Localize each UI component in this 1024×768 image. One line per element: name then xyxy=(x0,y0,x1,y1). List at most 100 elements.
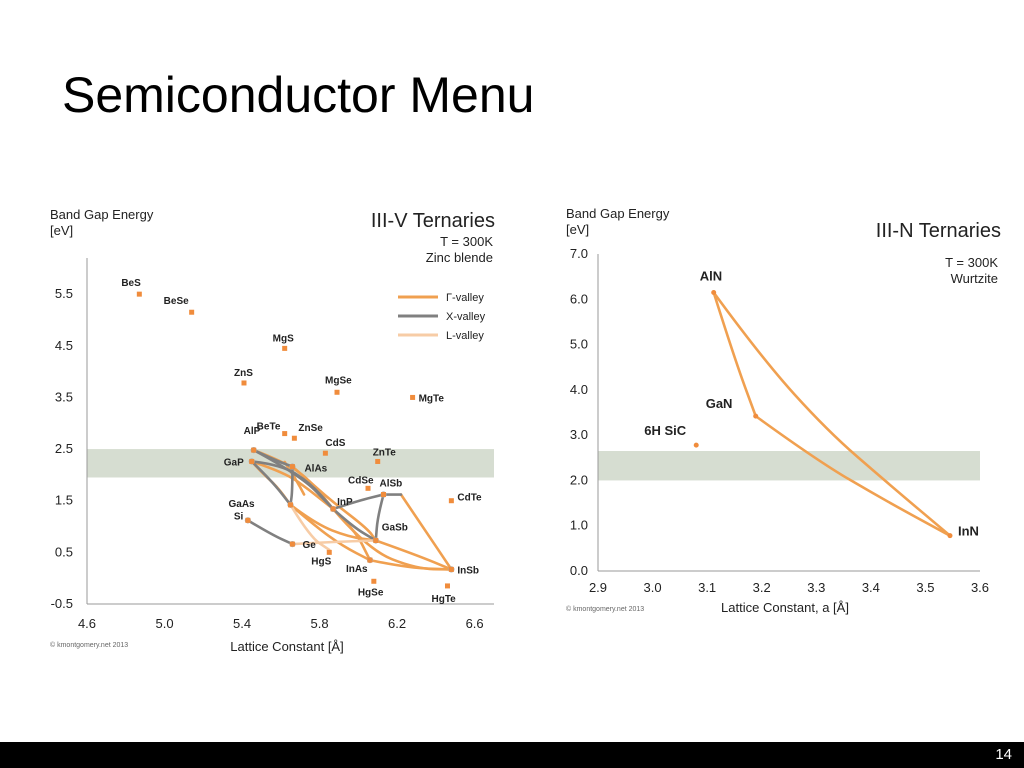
highlight-band xyxy=(598,450,980,481)
data-label: MgTe xyxy=(419,393,445,404)
data-label: HgTe xyxy=(431,594,456,605)
curve-gamma xyxy=(289,503,378,542)
data-label: MgSe xyxy=(325,375,352,386)
y-axis-title: Band Gap Energy xyxy=(566,206,670,221)
chart-2: 2.9 3.0 3.1 3.2 3.3 3.4 3.5 3.6 0.0 1.0 2.0 3.0 4.0 5… xyxy=(566,206,1001,615)
data-label: InAs xyxy=(346,564,368,575)
data-label: HgS xyxy=(311,556,331,567)
credit-text: © kmontgomery.net 2013 xyxy=(566,605,644,613)
data-point xyxy=(375,458,381,464)
slide-title: Semiconductor Menu xyxy=(62,67,535,123)
data-label: AlAs xyxy=(304,464,327,475)
data-point xyxy=(288,502,293,508)
data-label: Si xyxy=(234,511,244,522)
data-point xyxy=(289,541,295,547)
x-tick-label: 3.0 xyxy=(644,580,662,595)
data-point xyxy=(251,447,257,453)
data-point xyxy=(711,289,717,295)
y-tick-label: 1.0 xyxy=(570,518,588,533)
x-tick-label: 3.4 xyxy=(862,580,880,595)
y-tick-label: 4.0 xyxy=(570,382,588,397)
data-label: CdSe xyxy=(348,475,374,486)
data-label: GaSb xyxy=(382,522,408,533)
data-point xyxy=(371,578,377,584)
x-tick-label: 6.2 xyxy=(388,616,406,631)
data-label: 6H SiC xyxy=(644,423,687,438)
legend-label: L-valley xyxy=(446,330,484,342)
y-tick-label: 5.5 xyxy=(55,286,73,301)
curve-x_valley xyxy=(289,465,294,507)
data-point xyxy=(282,431,288,437)
chart-subtitle: Zinc blende xyxy=(426,250,493,265)
data-point xyxy=(753,413,759,419)
y-tick-label: 0.0 xyxy=(570,563,588,578)
data-point xyxy=(291,435,297,441)
data-point xyxy=(322,450,328,456)
x-tick-label: 6.6 xyxy=(466,616,484,631)
y-tick-label: -0.5 xyxy=(51,596,73,611)
page-number: 14 xyxy=(995,746,1012,763)
footer-bar: 14 xyxy=(0,742,1024,768)
x-tick-label: 5.4 xyxy=(233,616,251,631)
data-point xyxy=(448,566,454,572)
x-axis-title: Lattice Constant, a [Å] xyxy=(721,600,849,615)
chart-subtitle: T = 300K xyxy=(945,255,998,270)
curve-x_valley xyxy=(252,448,335,511)
data-label: GaAs xyxy=(229,499,256,510)
data-label: ZnSe xyxy=(298,423,323,434)
data-label: ZnTe xyxy=(373,447,397,458)
chart-title: III-N Ternaries xyxy=(876,220,1001,242)
curve-gamma xyxy=(331,507,453,571)
curve-x_valley xyxy=(331,507,378,542)
x-tick-label: 3.1 xyxy=(698,580,716,595)
curve-l_valley xyxy=(289,503,331,552)
data-label: GaN xyxy=(706,396,733,411)
data-label: AlP xyxy=(244,426,261,437)
data-point xyxy=(444,583,450,589)
x-tick-label: 5.0 xyxy=(155,616,173,631)
curve-gamma xyxy=(374,539,453,571)
curve-x_valley xyxy=(246,519,294,546)
data-point xyxy=(249,458,255,464)
curve-x_valley xyxy=(250,460,292,507)
curve-x_valley xyxy=(331,493,385,511)
y-tick-label: 7.0 xyxy=(570,246,588,261)
data-label: CdTe xyxy=(457,493,482,504)
data-label: MgS xyxy=(273,333,294,344)
data-point xyxy=(693,442,699,448)
data-point xyxy=(410,394,416,400)
curve-gamma xyxy=(289,503,372,562)
data-point xyxy=(367,557,373,563)
data-label: BeTe xyxy=(257,422,281,433)
chart-title: III-V Ternaries xyxy=(371,210,495,232)
chart-1: 4.6 5.0 5.4 5.8 6.2 6.6 -0.5 0.5 1.5 2.5 3.5 4.5 5.5… xyxy=(50,207,495,654)
data-point xyxy=(448,498,454,504)
y-axis-title: Band Gap Energy xyxy=(50,207,154,222)
x-tick-label: 3.6 xyxy=(971,580,989,595)
chart-subtitle: T = 300K xyxy=(440,234,493,249)
curve-gamma xyxy=(712,291,758,418)
y-tick-label: 6.0 xyxy=(570,291,588,306)
x-tick-label: 3.5 xyxy=(916,580,934,595)
legend-label: X-valley xyxy=(446,311,486,323)
data-label: AlN xyxy=(700,268,722,283)
data-point xyxy=(326,549,332,555)
y-tick-label: 5.0 xyxy=(570,337,588,352)
x-tick-label: 2.9 xyxy=(589,580,607,595)
curve-x_valley xyxy=(374,493,385,542)
data-label: InN xyxy=(958,524,979,539)
data-label: HgSe xyxy=(358,587,384,598)
data-label: CdS xyxy=(325,438,345,449)
y-axis-title: [eV] xyxy=(50,223,73,238)
x-axis-title: Lattice Constant [Å] xyxy=(230,639,343,654)
data-point xyxy=(245,517,251,523)
data-point xyxy=(136,291,142,297)
data-point xyxy=(381,492,387,498)
credit-text: © kmontgomery.net 2013 xyxy=(50,641,128,649)
y-tick-label: 3.5 xyxy=(55,389,73,404)
curve-gamma xyxy=(712,291,952,537)
data-label: GaP xyxy=(224,457,244,468)
data-label: Ge xyxy=(302,540,316,551)
x-tick-label: 5.8 xyxy=(311,616,329,631)
y-tick-label: 2.0 xyxy=(570,472,588,487)
